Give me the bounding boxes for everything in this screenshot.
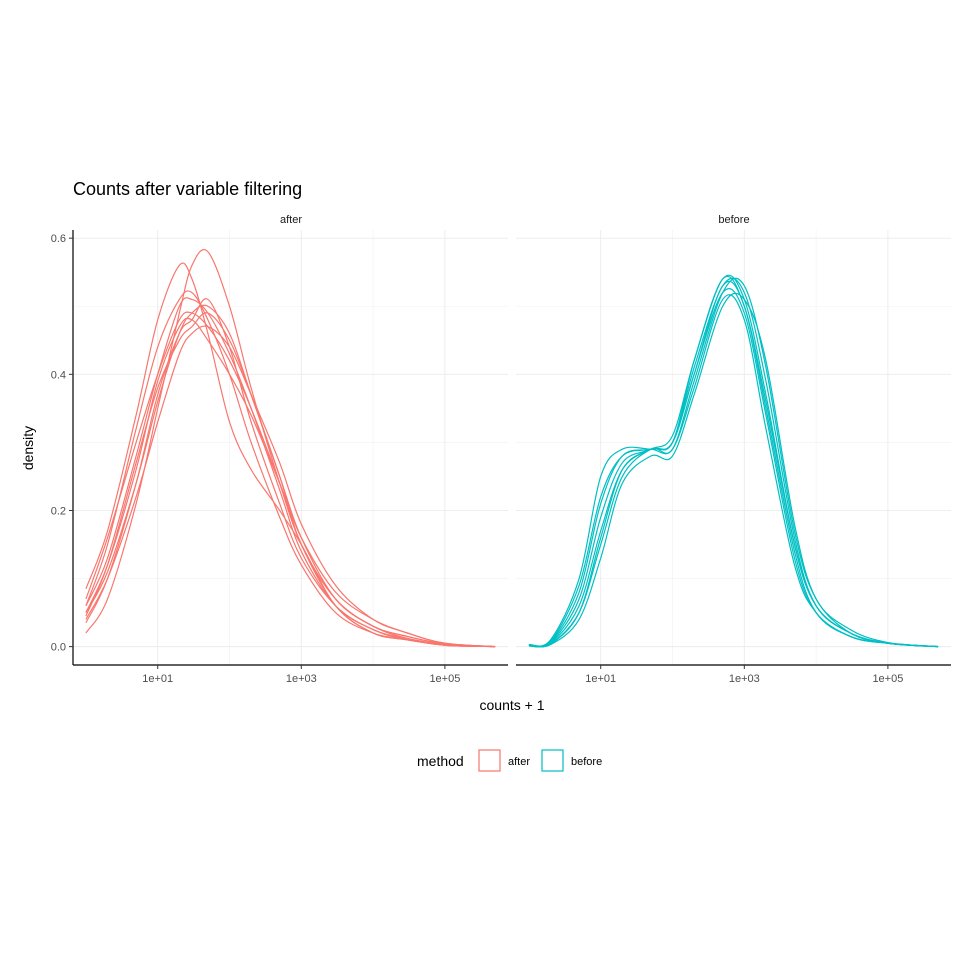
x-axis-label: counts + 1	[480, 697, 545, 713]
x-tick-label: 1e+01	[585, 673, 616, 685]
panel-before	[516, 230, 951, 665]
y-axis-label: density	[20, 426, 36, 470]
y-tick-label: 0.2	[51, 505, 66, 517]
strip-label-before: before	[718, 214, 749, 226]
legend-key-before	[541, 749, 564, 772]
panel-after	[73, 230, 508, 665]
legend: method after before	[417, 749, 602, 772]
density-line-after-9	[85, 297, 496, 648]
legend-label-after: after	[508, 756, 530, 768]
y-tick-label: 0.6	[51, 233, 66, 245]
legend-label-before: before	[571, 756, 602, 768]
y-tick-label: 0.4	[51, 369, 66, 381]
legend-key-after	[478, 749, 501, 772]
density-line-before-7	[528, 288, 939, 648]
x-tick-label: 1e+05	[872, 673, 903, 685]
density-line-before-1	[528, 294, 939, 648]
x-tick-label: 1e+03	[286, 673, 317, 685]
x-tick-label: 1e+03	[729, 673, 760, 685]
legend-title: method	[417, 753, 464, 769]
density-line-after-10	[85, 312, 496, 648]
density-line-before-8	[528, 275, 939, 648]
chart-title: Counts after variable filtering	[73, 179, 302, 199]
density-line-after-5	[85, 325, 496, 648]
density-line-before-6	[528, 292, 939, 648]
x-axis-after: 1e+01 1e+03 1e+05	[73, 664, 508, 685]
x-tick-label: 1e+01	[142, 673, 173, 685]
x-axis-before: 1e+01 1e+03 1e+05	[516, 664, 951, 685]
density-line-after-1	[85, 249, 496, 648]
density-line-after-8	[85, 304, 496, 648]
strip-label-after: after	[280, 214, 302, 226]
density-line-after-7	[85, 298, 496, 648]
density-line-after-4	[85, 317, 496, 648]
x-tick-label: 1e+05	[429, 673, 460, 685]
density-line-after-3	[85, 290, 496, 648]
y-tick-label: 0.0	[51, 642, 66, 654]
y-axis: 0.0 0.2 0.4 0.6	[51, 230, 74, 665]
